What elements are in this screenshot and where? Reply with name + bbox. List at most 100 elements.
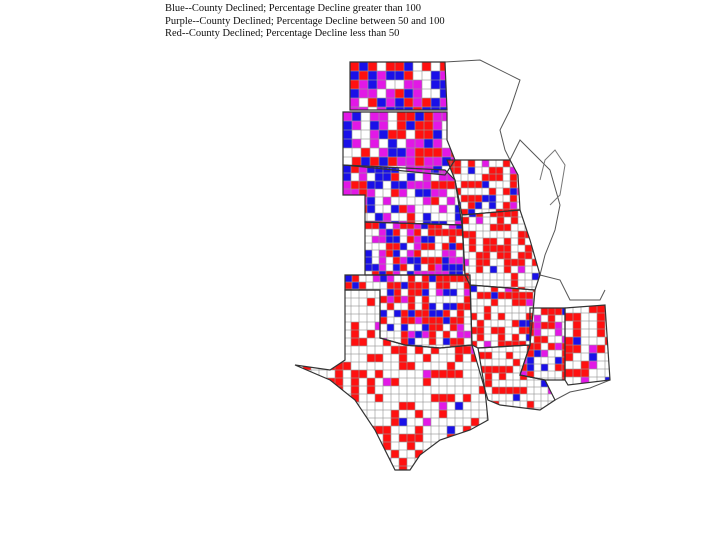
county-cell (428, 236, 435, 243)
county-boundary (406, 188, 416, 198)
county-boundary (342, 297, 352, 307)
county-cell (519, 299, 526, 306)
county-cell (457, 310, 464, 317)
county-boundary (511, 312, 520, 321)
county-cell (520, 371, 527, 378)
county-boundary (470, 330, 472, 339)
county-boundary (382, 345, 392, 355)
county-cell (391, 173, 399, 181)
county-cell (379, 157, 388, 166)
county-cell (303, 306, 311, 314)
county-cell (513, 359, 520, 366)
county-boundary (318, 290, 328, 299)
county-boundary (489, 251, 498, 260)
county-boundary (540, 328, 549, 337)
county-boundary (412, 70, 423, 81)
county-boundary (420, 228, 429, 237)
county-cell (525, 210, 532, 217)
county-boundary (463, 323, 472, 332)
county-cell (399, 458, 407, 466)
county-cell (406, 139, 415, 148)
county-cell (573, 345, 581, 353)
county-boundary (450, 129, 455, 140)
county-cell (485, 380, 492, 387)
county-boundary (531, 223, 540, 232)
county-cell (504, 259, 511, 266)
county-cell (359, 71, 368, 80)
county-boundary (430, 361, 440, 371)
county-boundary (435, 295, 444, 304)
county-boundary (434, 249, 443, 258)
county-cell (605, 337, 610, 345)
county-cell (351, 181, 359, 189)
county-cell (351, 189, 359, 197)
county-boundary (482, 265, 491, 274)
county-cell (447, 426, 455, 434)
county-boundary (547, 370, 556, 379)
county-cell (499, 366, 506, 373)
county-cell (414, 264, 421, 271)
county-boundary (580, 352, 590, 362)
county-cell (468, 167, 475, 174)
county-boundary (447, 208, 455, 215)
county-boundary (393, 275, 402, 283)
county-boundary (295, 433, 304, 443)
county-boundary (326, 329, 336, 339)
county-boundary (532, 291, 535, 300)
county-boundary (565, 328, 574, 338)
county-cell (555, 364, 562, 371)
county-cell (383, 426, 391, 434)
county-boundary (478, 457, 488, 467)
county-boundary (371, 242, 380, 251)
county-boundary (382, 385, 392, 395)
county-boundary (366, 321, 376, 331)
county-boundary (438, 212, 448, 222)
county-boundary (547, 365, 555, 374)
county-boundary (538, 230, 540, 239)
county-cell (497, 252, 504, 259)
county-cell (534, 315, 541, 322)
county-boundary (365, 281, 374, 290)
county-boundary (491, 372, 500, 381)
county-boundary (414, 337, 423, 346)
county-boundary (334, 401, 344, 411)
county-boundary (438, 465, 448, 470)
county-boundary (533, 386, 542, 395)
county-cell (532, 259, 539, 266)
county-boundary (486, 465, 488, 470)
county-boundary (470, 449, 480, 459)
county-cell (401, 331, 408, 338)
county-boundary (396, 138, 407, 149)
county-cell (477, 292, 484, 299)
county-boundary (414, 353, 424, 363)
county-cell (520, 373, 527, 380)
county-boundary (342, 457, 352, 467)
county-boundary (295, 385, 304, 395)
county-cell (335, 370, 343, 378)
county-boundary (519, 407, 528, 410)
county-cell (497, 245, 504, 252)
county-boundary (505, 393, 514, 402)
county-boundary (510, 265, 519, 274)
county-boundary (406, 449, 416, 459)
county-cell (406, 121, 415, 130)
county-cell (400, 243, 407, 250)
county-boundary (446, 401, 456, 411)
county-cell (490, 238, 497, 245)
county-cell (422, 289, 429, 296)
county-cell (496, 167, 503, 174)
county-cell (311, 322, 319, 330)
county-boundary (538, 279, 540, 288)
county-boundary (517, 244, 526, 253)
county-boundary (580, 344, 590, 354)
county-boundary (374, 401, 384, 411)
county-cell (428, 243, 435, 250)
county-boundary (478, 358, 486, 367)
county-cell (421, 271, 428, 275)
county-boundary (390, 441, 400, 451)
county-cell (482, 195, 489, 202)
county-cell (365, 257, 372, 264)
county-cell (351, 386, 359, 394)
county-cell (435, 264, 442, 271)
county-boundary (518, 312, 527, 321)
